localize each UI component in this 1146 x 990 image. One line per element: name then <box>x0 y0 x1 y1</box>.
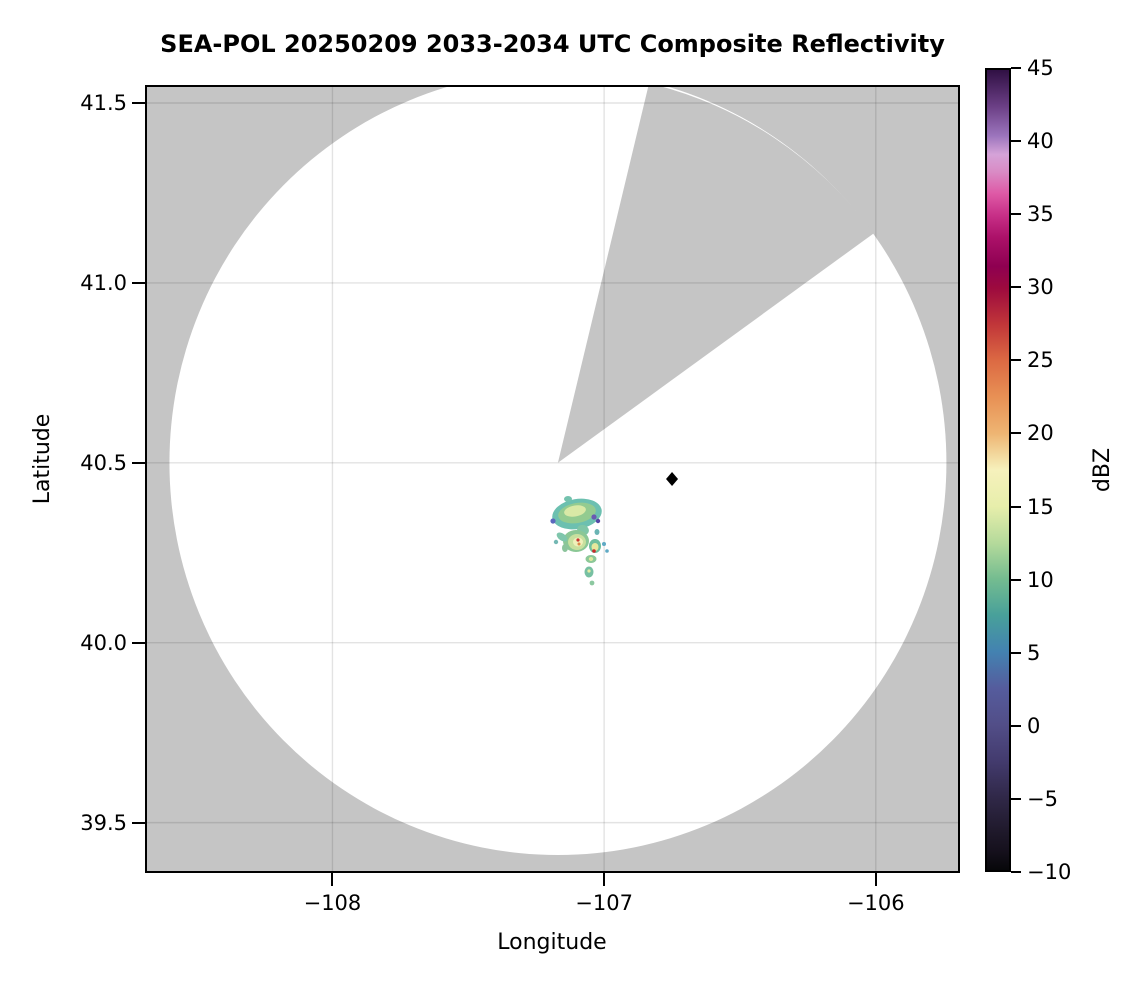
x-tick-mark <box>603 873 606 886</box>
colorbar-tick-label: 35 <box>1027 202 1054 227</box>
colorbar-tick-mark <box>1011 578 1021 581</box>
x-tick-label: −108 <box>303 891 362 915</box>
x-tick-label: −107 <box>575 891 633 915</box>
reflectivity-echo <box>587 569 591 573</box>
colorbar-tick-mark <box>1011 432 1021 435</box>
colorbar-tick-mark <box>1011 359 1021 362</box>
y-tick-label: 40.5 <box>80 450 127 475</box>
y-tick-mark <box>132 281 145 284</box>
colorbar-tick-label: −5 <box>1027 786 1058 811</box>
colorbar-tick-label: 5 <box>1027 640 1041 665</box>
x-tick-mark <box>874 873 877 886</box>
colorbar-tick-mark <box>1011 286 1021 289</box>
colorbar-tick-label: 10 <box>1027 567 1054 592</box>
x-tick-mark <box>331 873 334 886</box>
site-marker-diamond <box>666 472 679 486</box>
y-tick-mark <box>132 641 145 644</box>
colorbar-tick-label: 15 <box>1027 494 1054 519</box>
reflectivity-echo <box>576 538 580 542</box>
colorbar-tick-mark <box>1011 67 1021 69</box>
chart-title: SEA-POL 20250209 2033-2034 UTC Composite… <box>160 30 945 58</box>
colorbar-tick-label: 20 <box>1027 421 1054 446</box>
colorbar-tick-label: 25 <box>1027 348 1054 373</box>
reflectivity-echo <box>591 514 597 520</box>
y-tick-label: 41.0 <box>80 270 127 295</box>
colorbar-tick-mark <box>1011 651 1021 654</box>
reflectivity-echo <box>550 518 556 524</box>
y-tick-mark <box>132 821 145 824</box>
plot-area <box>145 85 960 873</box>
y-tick-mark <box>132 101 145 104</box>
y-tick-mark <box>132 461 145 464</box>
reflectivity-echo <box>556 532 568 542</box>
y-tick-label: 40.0 <box>80 630 127 655</box>
colorbar-tick-mark <box>1011 871 1021 873</box>
reflectivity-echo <box>564 505 586 517</box>
reflectivity-echo <box>573 537 583 547</box>
colorbar-tick-label: −10 <box>1027 860 1072 884</box>
colorbar-tick-mark <box>1011 724 1021 727</box>
reflectivity-echo <box>588 557 594 561</box>
reflectivity-echo <box>592 549 596 553</box>
x-axis-label: Longitude <box>497 930 607 955</box>
x-tick-label: −106 <box>846 891 905 915</box>
reflectivity-echo <box>577 542 581 546</box>
reflectivity-echo <box>602 542 606 546</box>
colorbar-tick-label: 30 <box>1027 275 1054 300</box>
colorbar-tick-label: 45 <box>1027 56 1054 80</box>
y-tick-label: 41.5 <box>80 90 127 115</box>
colorbar-tick-mark <box>1011 140 1021 143</box>
colorbar-tick-label: 40 <box>1027 129 1054 154</box>
colorbar-tick-mark <box>1011 505 1021 508</box>
reflectivity-echo <box>595 518 601 524</box>
reflectivity-echo <box>589 580 595 586</box>
reflectivity-echo <box>605 549 609 553</box>
reflectivity-echo <box>591 543 599 551</box>
y-tick-label: 39.5 <box>80 810 127 835</box>
y-axis-label: Latitude <box>29 413 55 505</box>
reflectivity-echo <box>553 539 559 545</box>
colorbar <box>985 68 1011 872</box>
colorbar-label: dBZ <box>1089 447 1115 493</box>
missing-data-sector <box>557 85 874 463</box>
colorbar-tick-mark <box>1011 213 1021 216</box>
reflectivity-echo <box>562 544 568 552</box>
reflectivity-echo <box>594 529 600 535</box>
plot-border <box>145 85 960 873</box>
colorbar-tick-label: 0 <box>1027 713 1041 738</box>
reflectivity-echo <box>564 496 572 502</box>
colorbar-tick-mark <box>1011 797 1021 800</box>
